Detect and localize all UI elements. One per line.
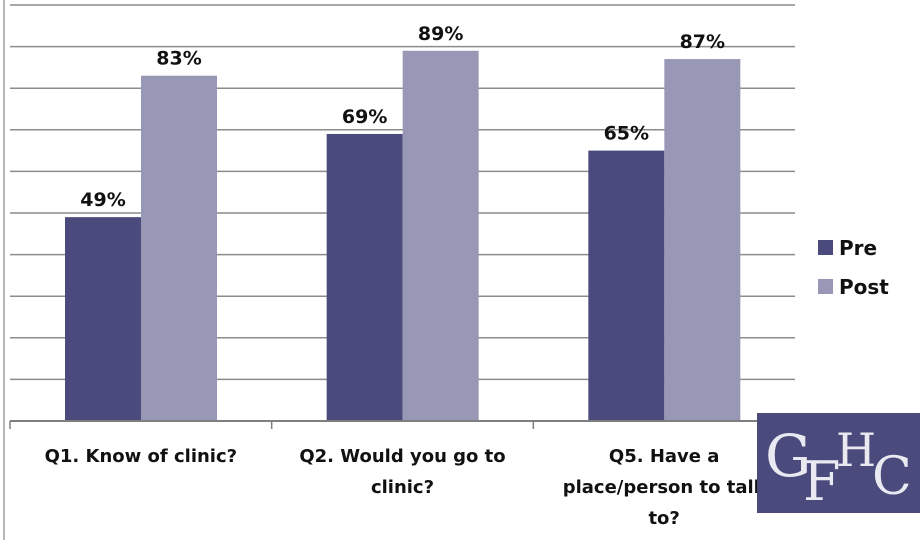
- legend-label-post: Post: [839, 275, 889, 299]
- bar-pre-1: [65, 217, 141, 421]
- value-label-post-2: 89%: [418, 23, 463, 45]
- gfhc-logo: G F H C: [757, 413, 920, 513]
- svg-text:C: C: [872, 447, 912, 507]
- bar-post-3: [664, 59, 741, 422]
- value-label-pre-2: 69%: [342, 106, 387, 128]
- x-axis-ticks: [9, 421, 796, 429]
- category-label-2: Q2. Would you go to clinic?: [299, 446, 505, 498]
- value-label-post-1: 83%: [156, 48, 201, 70]
- bar-pre-2: [326, 133, 403, 421]
- value-label-pre-3: 65%: [604, 123, 649, 145]
- category-label-3: Q5. Have a place/person to talk to?: [563, 446, 767, 529]
- svg-text:H: H: [836, 423, 876, 477]
- value-label-post-3: 87%: [680, 31, 725, 53]
- legend-swatch-pre: [818, 240, 833, 255]
- bar-post-2: [402, 50, 479, 421]
- bar-post-1: [141, 75, 217, 421]
- value-labels: 49% 69% 65% 83% 89% 87%: [80, 23, 725, 211]
- svg-text:G: G: [765, 422, 811, 490]
- legend: Pre Post: [818, 236, 889, 299]
- legend-label-pre: Pre: [839, 236, 877, 260]
- legend-swatch-post: [818, 279, 833, 294]
- bars: [65, 50, 741, 422]
- value-label-pre-1: 49%: [80, 189, 125, 211]
- category-label-1: Q1. Know of clinic?: [45, 446, 238, 467]
- bar-pre-3: [588, 150, 665, 421]
- svg-text:F: F: [803, 450, 840, 513]
- category-labels: Q1. Know of clinic? Q2. Would you go to cl…: [45, 446, 767, 529]
